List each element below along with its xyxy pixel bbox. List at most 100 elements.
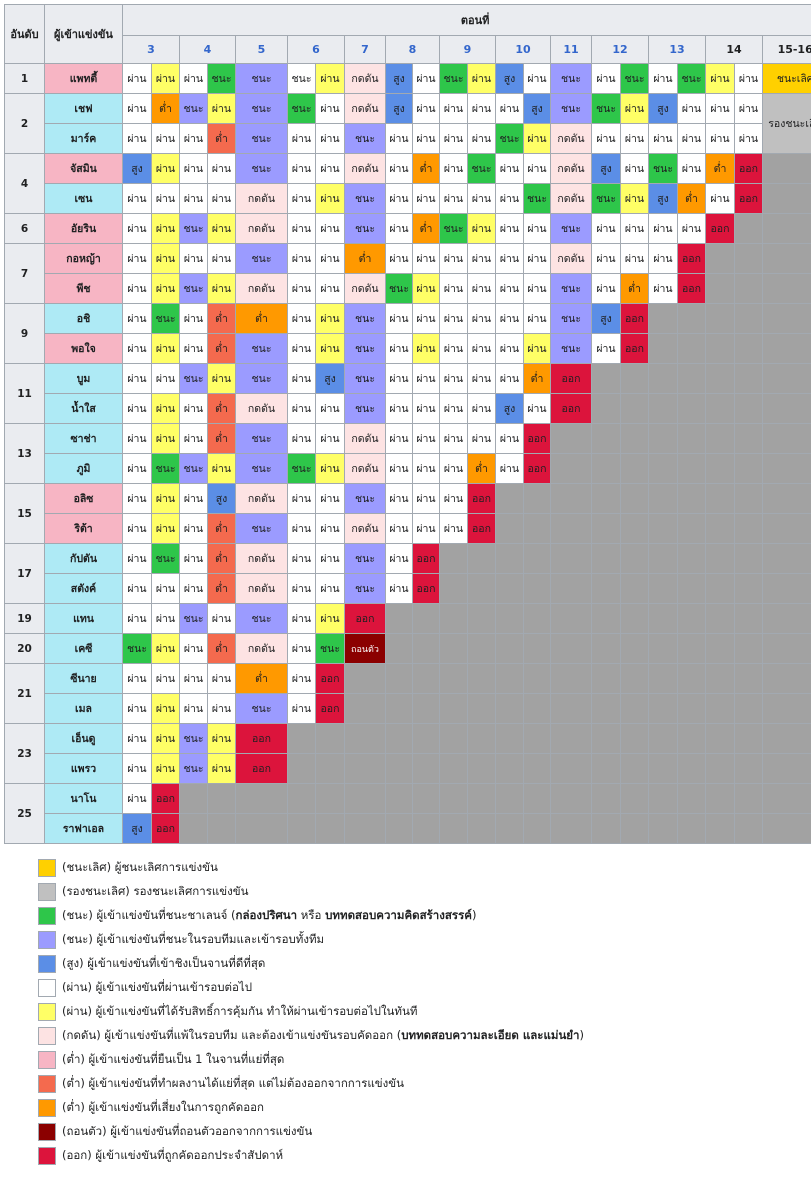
empty-cell	[468, 814, 496, 844]
result-cell-low3: ต่ำ	[524, 364, 551, 394]
result-cell-winindiv: ชนะ	[440, 214, 468, 244]
result-cell-pressure: กดดัน	[236, 634, 288, 664]
result-cell-pass: ชนะ	[288, 64, 316, 94]
empty-cell	[735, 304, 763, 334]
empty-cell	[496, 724, 524, 754]
result-cell-out: ออก	[316, 694, 345, 724]
result-cell-winteam: ชนะ	[345, 484, 386, 514]
empty-cell	[621, 604, 649, 634]
empty-cell	[735, 814, 763, 844]
legend-item: (ชนะ) ผู้เข้าแข่งขันที่ชนะในรอบทีมและเข้…	[38, 928, 811, 952]
empty-cell	[496, 664, 524, 694]
result-cell-pass: ผ่าน	[180, 244, 208, 274]
result-cell-pass: ผ่าน	[180, 424, 208, 454]
result-cell-low3: ต่ำ	[236, 664, 288, 694]
result-cell-pass: ผ่าน	[386, 364, 413, 394]
result-cell-pass: ผ่าน	[496, 334, 524, 364]
result-cell-out: ออก	[735, 184, 763, 214]
contestant-row: ริต้าผ่านผ่านผ่านต่ำชนะผ่านผ่านกดดันผ่าน…	[5, 514, 811, 544]
legend-swatch	[38, 1147, 56, 1165]
empty-cell	[345, 724, 386, 754]
empty-cell	[763, 544, 811, 574]
result-cell-pass: ผ่าน	[123, 424, 152, 454]
legend-swatch	[38, 931, 56, 949]
rank-cell: 6	[5, 214, 45, 244]
result-cell-winindiv: ชนะ	[386, 274, 413, 304]
result-cell-pass: ผ่าน	[123, 454, 152, 484]
empty-cell	[551, 544, 592, 574]
empty-cell	[706, 574, 735, 604]
empty-cell	[592, 424, 621, 454]
empty-cell	[551, 664, 592, 694]
result-cell-pass: ผ่าน	[468, 304, 496, 334]
result-cell-pass: ผ่าน	[123, 334, 152, 364]
result-cell-winteam: ชนะ	[345, 394, 386, 424]
result-cell-immune: ผ่าน	[152, 514, 180, 544]
result-cell-out: ออก	[551, 394, 592, 424]
result-cell-pass: ผ่าน	[288, 574, 316, 604]
empty-cell	[413, 814, 440, 844]
empty-cell	[345, 814, 386, 844]
result-cell-winteam: ชนะ	[551, 304, 592, 334]
result-cell-pass: ผ่าน	[180, 334, 208, 364]
empty-cell	[621, 724, 649, 754]
episode-11: 14	[706, 36, 763, 64]
empty-cell	[551, 424, 592, 454]
result-cell-pressure: กดดัน	[236, 394, 288, 424]
result-cell-immune: ผ่าน	[316, 454, 345, 484]
empty-cell	[413, 754, 440, 784]
result-cell-pass: ผ่าน	[316, 274, 345, 304]
result-cell-pass: ผ่าน	[413, 394, 440, 424]
empty-cell	[496, 514, 524, 544]
result-cell-pass: ผ่าน	[180, 124, 208, 154]
result-cell-low3: ต่ำ	[152, 94, 180, 124]
contestant-name: เซน	[45, 184, 123, 214]
legend-text: )	[580, 1028, 585, 1042]
empty-cell	[621, 634, 649, 664]
episode-6: 9	[440, 36, 496, 64]
contestant-name: นาโน	[45, 784, 123, 814]
empty-cell	[345, 664, 386, 694]
empty-cell	[735, 274, 763, 304]
result-cell-pass: ผ่าน	[152, 604, 180, 634]
result-cell-immune: ผ่าน	[468, 64, 496, 94]
result-cell-pass: ผ่าน	[208, 154, 236, 184]
result-cell-winteam: ชนะ	[180, 94, 208, 124]
result-cell-out: ออก	[413, 574, 440, 604]
empty-cell	[180, 814, 208, 844]
result-cell-immune: ผ่าน	[621, 94, 649, 124]
legend-text: (ชนะเลิศ) ผู้ชนะเลิศการแข่งขัน	[62, 860, 218, 874]
empty-cell	[678, 634, 706, 664]
result-cell-pass: ผ่าน	[386, 334, 413, 364]
empty-cell	[621, 694, 649, 724]
episode-7: 10	[496, 36, 551, 64]
empty-cell	[496, 484, 524, 514]
empty-cell	[592, 544, 621, 574]
result-cell-pass: ผ่าน	[678, 154, 706, 184]
empty-cell	[706, 484, 735, 514]
result-cell-winteam: ชนะ	[345, 574, 386, 604]
result-cell-out: ออก	[152, 814, 180, 844]
result-cell-pass: ผ่าน	[386, 154, 413, 184]
contestant-name: กัปตัน	[45, 544, 123, 574]
contestant-row: ราฟาเอลสูงออก	[5, 814, 811, 844]
result-cell-immune: ผ่าน	[413, 274, 440, 304]
empty-cell	[621, 664, 649, 694]
episode-2: 5	[236, 36, 288, 64]
legend-swatch	[38, 1099, 56, 1117]
result-cell-pass: ผ่าน	[180, 484, 208, 514]
empty-cell	[735, 244, 763, 274]
empty-cell	[621, 364, 649, 394]
empty-cell	[763, 364, 811, 394]
result-cell-pass: ผ่าน	[123, 754, 152, 784]
empty-cell	[386, 694, 413, 724]
empty-cell	[763, 814, 811, 844]
empty-cell	[706, 604, 735, 634]
empty-cell	[649, 664, 678, 694]
legend-item: (ผ่าน) ผู้เข้าแข่งขันที่ผ่านเข้ารอบต่อไป	[38, 976, 811, 1000]
result-cell-pass: ผ่าน	[440, 394, 468, 424]
result-cell-low2: ต่ำ	[208, 334, 236, 364]
